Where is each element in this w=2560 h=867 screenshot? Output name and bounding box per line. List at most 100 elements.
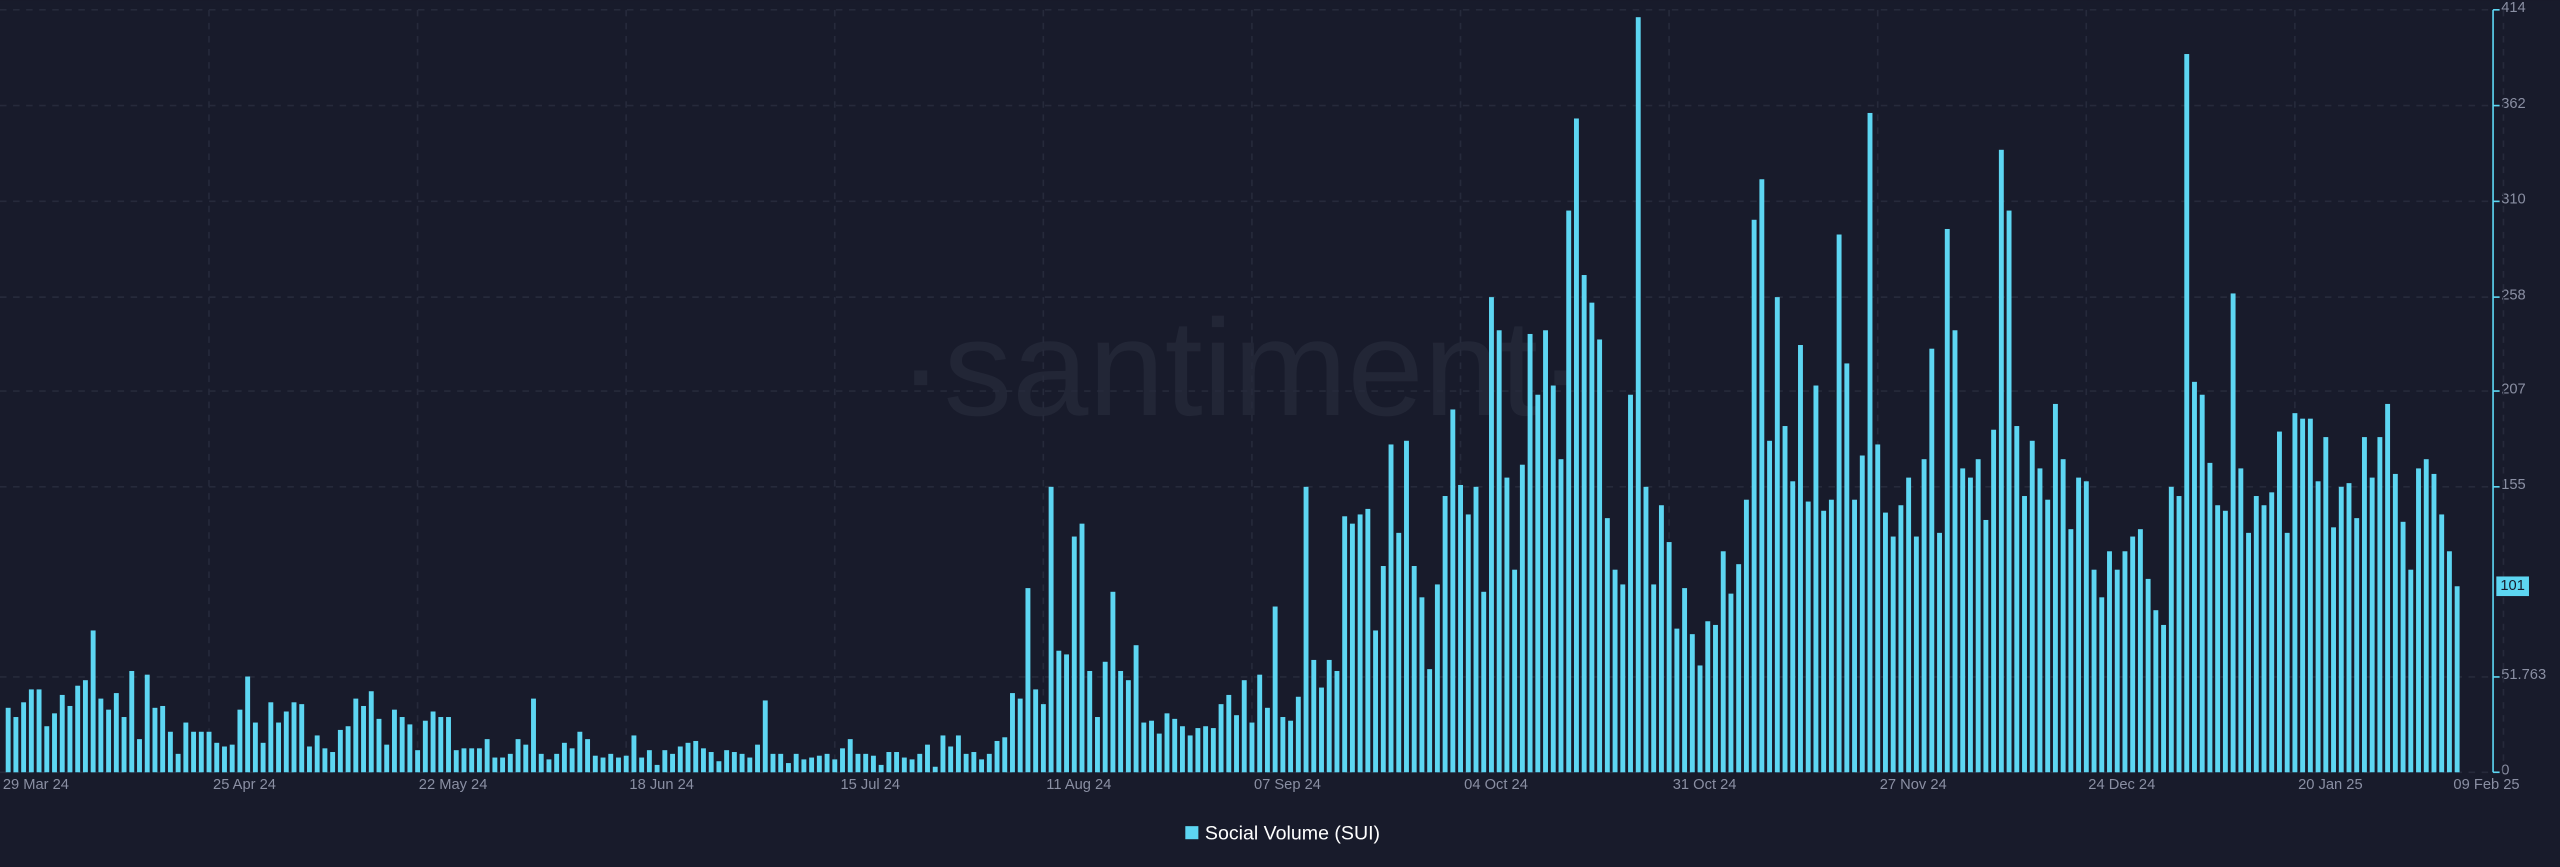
x-tick-label: 24 Dec 24 (2088, 777, 2155, 793)
bar (1388, 444, 1394, 773)
bar (1952, 330, 1958, 773)
bar (1504, 477, 1510, 773)
bar (2176, 496, 2182, 773)
bar (1852, 499, 1858, 773)
bar (2184, 54, 2190, 773)
bar (2338, 486, 2344, 773)
bar (2192, 381, 2197, 773)
bar (1033, 689, 1039, 773)
bar (1890, 536, 1896, 773)
bar (739, 753, 745, 773)
bar (1234, 715, 1239, 773)
bar (52, 713, 57, 773)
bar (747, 757, 753, 773)
bar (693, 740, 699, 773)
bar (2261, 505, 2267, 773)
bar (1481, 591, 1487, 773)
bar (670, 753, 676, 773)
bar (1743, 499, 1749, 773)
bar (523, 744, 529, 773)
bar (1334, 670, 1340, 773)
bar (1465, 514, 1471, 773)
bar (2361, 437, 2367, 773)
bar (1311, 659, 1317, 773)
bar (623, 755, 629, 773)
bar (1844, 363, 1850, 773)
bar (129, 670, 135, 773)
bar (1473, 486, 1479, 773)
bar (1751, 219, 1757, 773)
bar (1790, 481, 1796, 773)
bar (160, 705, 166, 773)
bar (1064, 654, 1070, 773)
bar (2145, 578, 2151, 773)
bar (917, 753, 923, 773)
bar (809, 757, 815, 773)
bar (5, 707, 11, 773)
bar (2153, 610, 2159, 773)
last-value-label: 101 (2500, 578, 2525, 594)
bar (337, 729, 343, 773)
bar (2022, 496, 2027, 773)
bar (2323, 437, 2329, 773)
bar (2037, 468, 2043, 773)
bar (708, 752, 714, 773)
bar (198, 731, 204, 773)
x-tick-label: 25 Apr 24 (213, 777, 276, 793)
bar (778, 753, 784, 773)
bar (1589, 302, 1595, 773)
bar (2408, 569, 2414, 773)
bar (492, 757, 498, 773)
bar (731, 752, 737, 773)
bar (1875, 444, 1881, 773)
bar (646, 750, 652, 773)
bar (770, 753, 776, 773)
bar (1419, 597, 1425, 773)
bar (2099, 597, 2105, 773)
bar (245, 676, 251, 773)
bar (1859, 455, 1865, 773)
bar (2137, 529, 2143, 773)
bar (507, 753, 513, 773)
bar (21, 702, 27, 773)
bar (515, 739, 521, 773)
bar (2284, 532, 2290, 773)
bar (685, 742, 691, 773)
bar (1056, 650, 1062, 773)
bar (144, 674, 150, 773)
bar (631, 735, 637, 773)
bar (391, 709, 397, 773)
bar (283, 711, 289, 773)
bar (330, 752, 336, 773)
bar (1118, 670, 1124, 773)
bar (994, 740, 1000, 773)
bar (1040, 704, 1046, 773)
bar (1125, 680, 1131, 773)
bar (1983, 519, 1989, 773)
bar (75, 685, 81, 773)
bar (376, 718, 382, 773)
y-tick-label: 0 (2501, 763, 2509, 779)
bar (2006, 210, 2012, 773)
bar (2045, 499, 2051, 773)
bar (44, 726, 50, 773)
bar (1813, 385, 1819, 773)
bar (546, 759, 552, 773)
bar (1937, 532, 1942, 773)
bar (840, 748, 845, 773)
bar (1496, 330, 1502, 773)
bar (1666, 542, 1672, 773)
bar (538, 753, 544, 773)
bar (531, 698, 536, 773)
bar (1342, 516, 1348, 773)
bar (2307, 418, 2313, 773)
bar (1975, 459, 1981, 773)
bar (1991, 429, 1997, 773)
bar (1658, 505, 1664, 773)
bar (307, 746, 312, 773)
bar (1295, 696, 1301, 773)
x-tick-label: 18 Jun 24 (629, 777, 694, 793)
bar (1759, 179, 1765, 773)
bar (345, 726, 351, 773)
bar (82, 680, 88, 773)
